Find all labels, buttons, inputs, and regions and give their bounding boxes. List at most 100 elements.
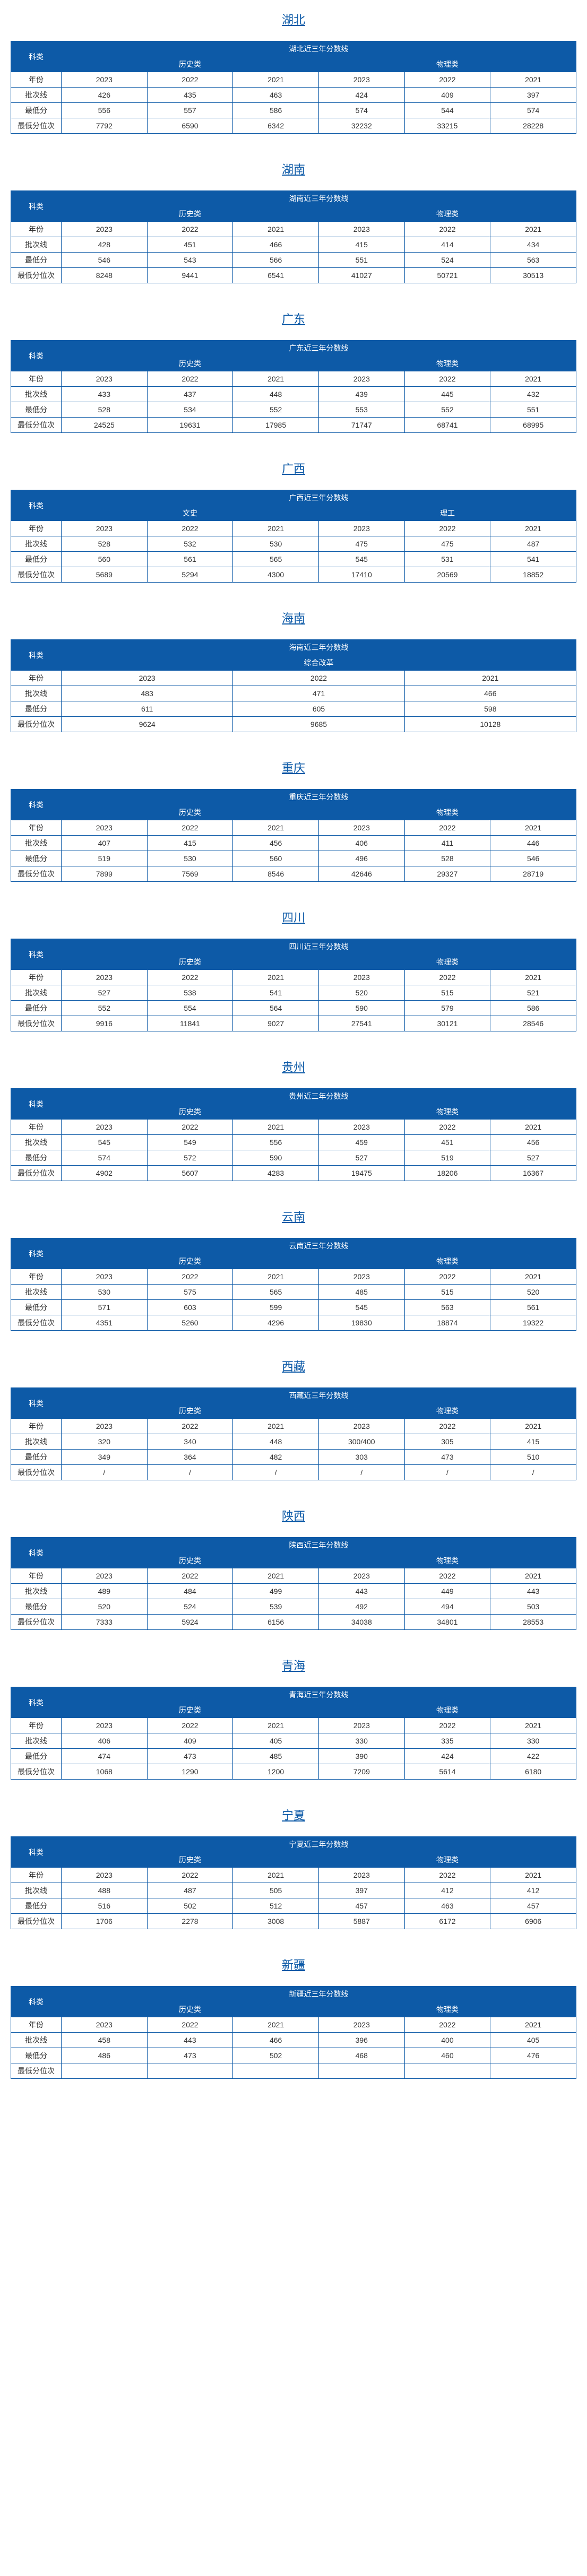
- data-cell: 519: [404, 1150, 490, 1166]
- data-cell: 8248: [62, 268, 148, 283]
- data-cell: 414: [404, 237, 490, 253]
- province-title: 海南: [11, 609, 576, 626]
- data-cell: 407: [62, 836, 148, 851]
- data-cell: 1706: [62, 1914, 148, 1929]
- data-cell: 28553: [490, 1615, 576, 1630]
- header-category: 科类: [11, 41, 62, 72]
- score-table: 科类陕西近三年分数线历史类物理类年份2023202220212023202220…: [11, 1537, 576, 1630]
- category-header: 物理类: [318, 2002, 576, 2017]
- data-cell: 515: [404, 1285, 490, 1300]
- data-cell: 2021: [490, 371, 576, 387]
- data-cell: 527: [318, 1150, 404, 1166]
- province-section: 广西科类广西近三年分数线文史理工年份2023202220212023202220…: [11, 459, 576, 583]
- data-cell: 16367: [490, 1166, 576, 1181]
- data-cell: 2023: [62, 521, 148, 536]
- data-cell: 2023: [318, 1568, 404, 1584]
- data-cell: 565: [233, 1285, 319, 1300]
- data-cell: 2022: [147, 1718, 233, 1733]
- data-cell: 435: [147, 88, 233, 103]
- data-cell: 30121: [404, 1016, 490, 1031]
- data-cell: 7569: [147, 866, 233, 882]
- data-cell: 590: [318, 1001, 404, 1016]
- data-cell: 487: [490, 536, 576, 552]
- data-cell: 473: [147, 1749, 233, 1764]
- data-cell: 9441: [147, 268, 233, 283]
- data-cell: 538: [147, 985, 233, 1001]
- data-cell: 443: [147, 2033, 233, 2048]
- data-cell: 574: [62, 1150, 148, 1166]
- data-cell: 579: [404, 1001, 490, 1016]
- row-label: 年份: [11, 371, 62, 387]
- data-cell: 2021: [233, 1120, 319, 1135]
- data-cell: 2023: [318, 2017, 404, 2033]
- row-label: 批次线: [11, 2033, 62, 2048]
- data-cell: 437: [147, 387, 233, 402]
- data-cell: 34801: [404, 1615, 490, 1630]
- row-label: 最低分位次: [11, 1465, 62, 1480]
- data-cell: 541: [233, 985, 319, 1001]
- data-cell: 3008: [233, 1914, 319, 1929]
- province-section: 青海科类青海近三年分数线历史类物理类年份20232022202120232022…: [11, 1656, 576, 1780]
- province-section: 陕西科类陕西近三年分数线历史类物理类年份20232022202120232022…: [11, 1507, 576, 1630]
- row-label: 最低分: [11, 253, 62, 268]
- row-label: 批次线: [11, 88, 62, 103]
- data-cell: 2023: [62, 1568, 148, 1584]
- data-cell: 485: [318, 1285, 404, 1300]
- province-title: 广东: [11, 310, 576, 327]
- data-cell: 551: [490, 402, 576, 418]
- data-cell: 2023: [318, 72, 404, 88]
- data-cell: 10128: [404, 717, 576, 732]
- data-cell: 474: [62, 1749, 148, 1764]
- data-cell: [147, 2063, 233, 2079]
- data-cell: 586: [233, 103, 319, 118]
- data-cell: 30513: [490, 268, 576, 283]
- data-cell: 17985: [233, 418, 319, 433]
- row-label: 年份: [11, 1868, 62, 1883]
- row-label: 最低分位次: [11, 1166, 62, 1181]
- data-cell: 6156: [233, 1615, 319, 1630]
- province-title: 广西: [11, 459, 576, 476]
- data-cell: 527: [62, 985, 148, 1001]
- category-header: 物理类: [318, 805, 576, 820]
- data-cell: 456: [233, 836, 319, 851]
- data-cell: 2022: [404, 1120, 490, 1135]
- data-cell: 406: [62, 1733, 148, 1749]
- category-header: 历史类: [62, 57, 319, 72]
- data-cell: 2021: [490, 2017, 576, 2033]
- header-category: 科类: [11, 1837, 62, 1868]
- data-cell: 2023: [318, 222, 404, 237]
- data-cell: 2023: [62, 371, 148, 387]
- province-section: 宁夏科类宁夏近三年分数线历史类物理类年份20232022202120232022…: [11, 1806, 576, 1929]
- row-label: 年份: [11, 970, 62, 985]
- data-cell: /: [147, 1465, 233, 1480]
- data-cell: 473: [404, 1450, 490, 1465]
- category-header: 历史类: [62, 2002, 319, 2017]
- data-cell: 530: [62, 1285, 148, 1300]
- data-cell: 5614: [404, 1764, 490, 1780]
- data-cell: 68995: [490, 418, 576, 433]
- data-cell: 415: [147, 836, 233, 851]
- data-cell: 603: [147, 1300, 233, 1315]
- province-title: 新疆: [11, 1956, 576, 1973]
- header-category: 科类: [11, 490, 62, 521]
- data-cell: 2023: [62, 970, 148, 985]
- data-cell: 2022: [404, 1868, 490, 1883]
- data-cell: 2022: [404, 222, 490, 237]
- data-cell: 340: [147, 1434, 233, 1450]
- category-header: 历史类: [62, 206, 319, 222]
- data-cell: 27541: [318, 1016, 404, 1031]
- category-header: 历史类: [62, 955, 319, 970]
- data-cell: 611: [62, 701, 233, 717]
- row-label: 最低分位次: [11, 1615, 62, 1630]
- data-cell: 2021: [490, 1568, 576, 1584]
- score-table: 科类贵州近三年分数线历史类物理类年份2023202220212023202220…: [11, 1088, 576, 1181]
- table-title: 新疆近三年分数线: [62, 1987, 576, 2002]
- score-table: 科类湖北近三年分数线历史类物理类年份2023202220212023202220…: [11, 41, 576, 134]
- category-header: 物理类: [318, 1104, 576, 1120]
- data-cell: 586: [490, 1001, 576, 1016]
- table-title: 海南近三年分数线: [62, 640, 576, 655]
- data-cell: 2023: [318, 1120, 404, 1135]
- header-category: 科类: [11, 790, 62, 820]
- header-category: 科类: [11, 1987, 62, 2017]
- data-cell: 19322: [490, 1315, 576, 1331]
